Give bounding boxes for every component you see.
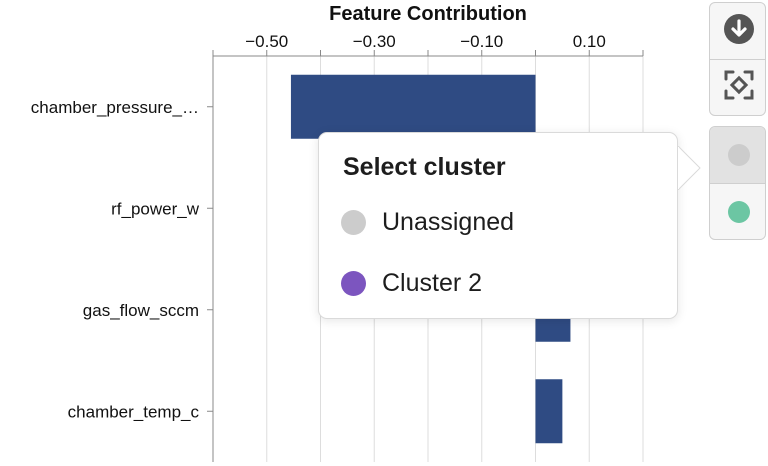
download-button[interactable] (710, 3, 765, 59)
bar (290, 74, 536, 139)
cluster-dot-cluster-1 (727, 200, 750, 223)
download-icon (723, 13, 755, 50)
category-label: rf_power_w (111, 199, 200, 218)
x-tick-label: 0.10 (573, 32, 606, 51)
cluster-dot-unassigned (727, 144, 750, 166)
option-dot-cluster-2 (341, 270, 366, 296)
chart-toolbar (709, 2, 766, 250)
popover-title: Select cluster (343, 153, 506, 181)
cluster-button-cluster-1[interactable] (710, 183, 765, 239)
category-label: chamber_temp_c (68, 402, 200, 421)
option-label-cluster-2: Cluster 2 (382, 268, 483, 297)
x-tick-label: −0.30 (353, 32, 396, 51)
popover-option-cluster-2[interactable]: Cluster 2 (341, 263, 661, 303)
box-select-icon (723, 69, 755, 106)
box-select-button[interactable] (710, 59, 765, 115)
option-label-unassigned: Unassigned (382, 207, 515, 236)
cluster-button-unassigned[interactable] (710, 127, 765, 183)
x-tick-label: −0.50 (245, 32, 288, 51)
select-cluster-popover: Select cluster Unassigned Cluster 2 (318, 132, 678, 319)
bar (535, 379, 563, 444)
x-tick-label: −0.10 (460, 32, 503, 51)
popover-option-unassigned[interactable]: Unassigned (341, 202, 661, 242)
tool-group-actions (709, 2, 766, 116)
axis-layer: −0.50 −0.30 −0.10 0.10 chamber_pressure_… rf_… (31, 32, 644, 462)
category-label: gas_flow_sccm (83, 301, 199, 320)
category-label: chamber_pressure_… (31, 98, 199, 117)
chart-title: Feature Contribution (329, 3, 527, 25)
tool-group-clusters (709, 126, 766, 240)
option-dot-unassigned (341, 209, 366, 235)
